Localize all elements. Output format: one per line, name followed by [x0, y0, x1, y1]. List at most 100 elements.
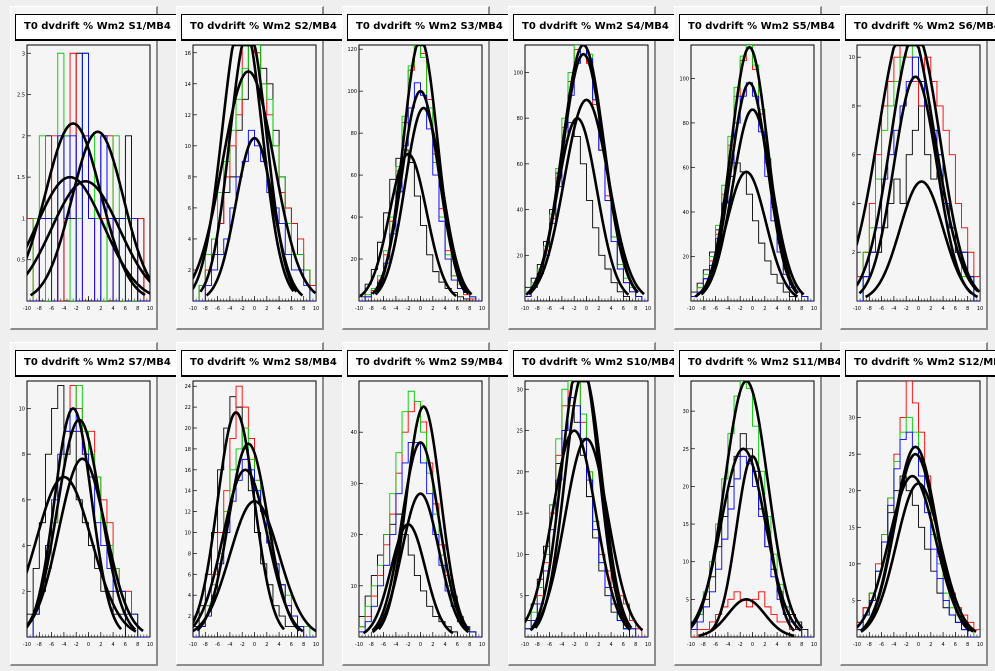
histogram-series-green	[193, 45, 316, 301]
x-tick-label: -6	[215, 306, 220, 312]
gaussian-fit-curve	[362, 523, 454, 635]
y-tick-label: 20	[683, 254, 689, 260]
x-tick-label: 8	[302, 306, 305, 312]
y-tick-label: 30	[351, 481, 357, 487]
histogram-plot: -10 -8 -6 -4 -2 0 2 4 6 8 10 5 10 15 20 25 30	[849, 380, 983, 648]
y-tick-label: 1.5	[17, 175, 25, 181]
x-tick-label: 10	[479, 306, 485, 312]
y-tick-label: 2	[22, 589, 25, 595]
x-tick-label: 4	[444, 642, 447, 648]
gaussian-fit-curve	[371, 492, 470, 634]
y-tick-label: 2	[22, 134, 25, 140]
y-tick-label: 10	[683, 560, 689, 566]
x-tick-label: 2	[99, 306, 102, 312]
y-tick-label: 6	[852, 153, 855, 159]
x-tick-label: -6	[215, 642, 220, 648]
histogram-plot: -10 -8 -6 -4 -2 0 2 4 6 8 10 0.5 1 1.5 2 2.5 3	[17, 44, 153, 312]
histogram-pad: -10 -8 -6 -4 -2 0 2 4 6 8 10 5 10 15 20 25 30 T0 dvdrift …	[840, 342, 995, 666]
gaussian-fit-curve	[534, 381, 633, 629]
x-tick-label: 10	[147, 306, 153, 312]
x-tick-label: 6	[954, 642, 957, 648]
y-tick-label: 5	[520, 594, 523, 600]
gaussian-fit-curve	[858, 75, 973, 295]
gaussian-fit-curve	[700, 45, 799, 294]
x-tick-label: -6	[381, 642, 386, 648]
y-tick-label: 4	[22, 544, 25, 550]
x-tick-label: 2	[929, 306, 932, 312]
gaussian-fit-curve	[193, 468, 304, 633]
gaussian-fit-curve	[193, 70, 316, 295]
x-tick-label: 0	[419, 642, 422, 648]
x-tick-label: -8	[203, 306, 208, 312]
y-tick-label: 12	[185, 510, 191, 516]
y-tick-label: 4	[188, 237, 191, 243]
x-tick-label: 4	[942, 642, 945, 648]
x-tick-label: -2	[904, 642, 909, 648]
gaussian-fit-curve	[525, 429, 632, 631]
x-tick-label: 8	[800, 642, 803, 648]
y-tick-label: 3	[22, 51, 25, 57]
x-tick-label: -10	[853, 306, 861, 312]
y-tick-label: 10	[19, 406, 25, 412]
y-tick-label: 10	[849, 562, 855, 568]
x-tick-label: -8	[37, 642, 42, 648]
gaussian-fit-curve	[205, 136, 304, 297]
histogram-series-blue	[359, 441, 482, 637]
y-tick-label: 5	[852, 598, 855, 604]
y-tick-label: 4	[852, 201, 855, 207]
gaussian-fit-curve	[691, 447, 802, 632]
x-tick-label: 2	[265, 642, 268, 648]
histogram-pad: -10 -8 -6 -4 -2 0 2 4 6 8 10 2 4 6 8 10 T0 dvdrift % Wm2…	[10, 342, 181, 666]
y-tick-label: 60	[517, 162, 523, 168]
gaussian-fit-curve	[529, 437, 644, 632]
x-tick-label: 6	[622, 642, 625, 648]
x-tick-label: 10	[479, 642, 485, 648]
y-tick-label: 20	[517, 470, 523, 476]
gaussian-fit-curve	[193, 499, 316, 633]
x-tick-label: -10	[687, 642, 695, 648]
y-tick-label: 30	[517, 387, 523, 393]
y-tick-label: 8	[188, 551, 191, 557]
x-tick-label: -2	[406, 306, 411, 312]
y-tick-label: 30	[849, 416, 855, 422]
histogram-pad: -10 -8 -6 -4 -2 0 2 4 6 8 10 10 20 30 40 T0 dvdrift % W…	[342, 342, 513, 666]
x-tick-label: -10	[189, 306, 197, 312]
x-tick-label: -6	[49, 306, 54, 312]
gaussian-fit-curve	[857, 45, 980, 293]
x-tick-label: 4	[278, 306, 281, 312]
x-tick-label: 8	[634, 306, 637, 312]
histogram-pad: -10 -8 -6 -4 -2 0 2 4 6 8 10 2 4 6 8 10 T0 dvdrift % Wm2…	[840, 6, 995, 330]
histogram-series-blue	[27, 52, 150, 301]
y-tick-label: 100	[513, 70, 523, 76]
y-tick-label: 120	[347, 47, 357, 53]
x-tick-label: -2	[572, 642, 577, 648]
x-tick-label: 0	[585, 306, 588, 312]
gaussian-fit-curve	[857, 474, 974, 633]
x-tick-label: 10	[645, 306, 651, 312]
gaussian-fit-curve	[709, 454, 796, 632]
gaussian-fit-curve	[525, 116, 630, 296]
x-tick-label: 2	[99, 642, 102, 648]
y-tick-label: 15	[683, 522, 689, 528]
y-tick-label: 5	[686, 597, 689, 603]
histogram-title: T0 dvdrift % Wm2 S3/MB4	[347, 14, 513, 41]
histogram-plot: -10 -8 -6 -4 -2 0 2 4 6 8 10 20 40 60 80 100	[513, 44, 651, 312]
y-tick-label: 100	[679, 76, 689, 82]
histogram-series-blue	[691, 82, 814, 301]
gaussian-fit-curve	[528, 98, 645, 296]
x-tick-label: 10	[977, 306, 983, 312]
x-tick-label: 2	[265, 306, 268, 312]
x-tick-label: 0	[751, 306, 754, 312]
x-tick-label: 2	[763, 306, 766, 312]
y-tick-label: 15	[517, 511, 523, 517]
x-tick-label: -8	[369, 642, 374, 648]
x-tick-label: 0	[917, 642, 920, 648]
histogram-plot: -10 -8 -6 -4 -2 0 2 4 6 8 10 2 4 6 8 10	[849, 44, 983, 312]
histogram-title: T0 dvdrift % Wm2 S1/MB4	[15, 14, 181, 41]
gaussian-fit-curve	[694, 170, 799, 298]
x-tick-label: 6	[622, 306, 625, 312]
x-tick-label: -2	[240, 306, 245, 312]
y-tick-label: 6	[188, 206, 191, 212]
x-tick-label: 4	[610, 642, 613, 648]
